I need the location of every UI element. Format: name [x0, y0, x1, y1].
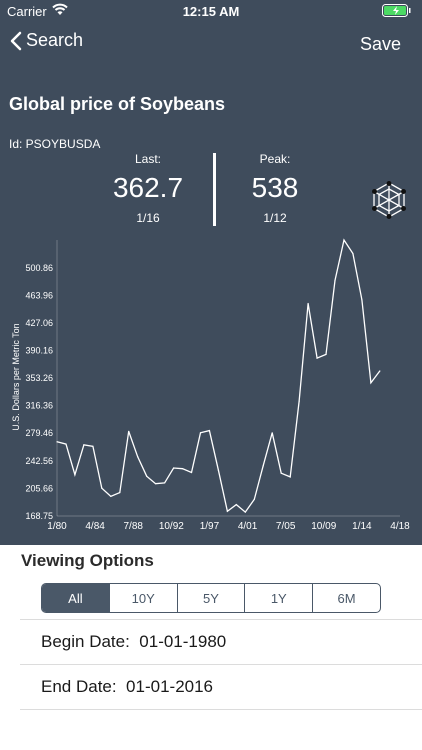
chart-data-point — [56, 441, 58, 443]
chart-data-point — [83, 444, 85, 446]
chart-data-point — [307, 302, 309, 305]
page-title: Global price of Soybeans — [9, 94, 226, 114]
chart-x-tick-label: 4/18 — [390, 521, 410, 532]
chart-x-ticks: 1/80 4/84 7/88 10/92 1/97 4/01 7/05 10/09 1/14 4/… — [47, 521, 410, 532]
chart-x-tick-label: 1/80 — [47, 521, 67, 532]
chart-y-tick-label: 463.96 — [25, 290, 53, 300]
price-chart[interactable]: U.S. Dollars per Metric Ton 168.75 205.66… — [0, 232, 422, 545]
begin-date-text: Begin Date: 01-01-1980 — [41, 632, 227, 651]
chart-data-point — [190, 471, 193, 474]
chart-data-point — [334, 279, 336, 281]
clock: 12:15 AM — [182, 4, 240, 19]
range-1y-button[interactable]: 1Y — [244, 584, 312, 612]
chart-data-point — [110, 495, 112, 497]
chart-data-point — [217, 469, 220, 471]
peak-date: 1/12 — [263, 211, 287, 225]
chart-data-point — [137, 456, 139, 458]
cube-logo-icon[interactable] — [370, 181, 408, 219]
end-date-row[interactable]: End Date: 01-01-2016 — [20, 664, 422, 710]
peak-label: Peak: — [259, 152, 291, 166]
chart-data-point — [253, 498, 255, 500]
chart-y-tick-label: 205.66 — [25, 483, 53, 493]
chart-y-tick-label: 316.36 — [25, 401, 53, 411]
chart-x-tick-label: 7/88 — [123, 521, 143, 532]
chart-x-tick-label: 4/84 — [85, 521, 105, 532]
chart-y-tick-label: 390.16 — [25, 346, 53, 356]
carrier-label: Carrier — [7, 4, 47, 19]
chart-data-point — [92, 445, 94, 447]
chart-y-axis-label: U.S. Dollars per Metric Ton — [11, 323, 21, 430]
chart-data-point — [65, 443, 67, 445]
range-selector: All 10Y 5Y 1Y 6M — [41, 583, 381, 613]
chart-x-tick-label: 7/05 — [276, 521, 296, 532]
chart-series — [56, 238, 381, 514]
chart-x-tick-label: 10/92 — [159, 521, 184, 532]
range-6m-button[interactable]: 6M — [312, 584, 380, 612]
chart-data-point — [172, 467, 175, 469]
chart-data-point — [325, 353, 327, 355]
chart-y-ticks: 168.75 205.66 242.56 279.46 316.36 353.26 390.… — [25, 263, 53, 521]
end-date-text: End Date: 01-01-2016 — [41, 677, 214, 696]
chart-y-tick-label: 168.75 — [25, 511, 53, 521]
battery-icon — [382, 4, 411, 17]
last-value: 362.7 — [112, 172, 184, 203]
range-5y-button[interactable]: 5Y — [176, 584, 245, 612]
chart-data-point — [74, 474, 76, 476]
chart-data-point — [361, 299, 363, 301]
chart-data-point — [262, 465, 264, 467]
chevron-left-icon — [10, 31, 22, 50]
back-button[interactable]: Search — [10, 30, 83, 51]
last-stat: Last: 362.7 1/16 — [88, 152, 208, 225]
last-date: 1/16 — [136, 211, 160, 225]
chart-data-point — [146, 475, 148, 477]
range-all-button[interactable]: All — [42, 584, 109, 612]
stat-divider — [213, 153, 216, 226]
chart-y-tick-label: 427.06 — [25, 318, 53, 328]
chart-x-tick-label: 1/97 — [200, 521, 220, 532]
chart-y-tick-label: 242.56 — [25, 456, 53, 466]
chart-data-point — [289, 476, 291, 478]
chart-data-point — [280, 472, 282, 474]
chart-data-point — [119, 492, 121, 494]
viewing-options-title: Viewing Options — [21, 551, 154, 570]
chart-data-point — [370, 382, 372, 384]
last-label: Last: — [134, 152, 161, 166]
chart-data-point — [208, 430, 211, 432]
peak-value: 538 — [251, 172, 299, 203]
chart-data-point — [352, 252, 354, 255]
chart-data-point — [199, 432, 202, 434]
chart-y-tick-label: 353.26 — [25, 373, 53, 383]
chart-data-point — [155, 483, 157, 485]
header-panel: Carrier 12:15 AM Search Save Global pric… — [0, 0, 422, 545]
status-bar: Carrier 12:15 AM — [0, 0, 422, 22]
wifi-icon — [52, 3, 68, 15]
back-label: Search — [26, 30, 84, 50]
begin-date-row[interactable]: Begin Date: 01-01-1980 — [20, 619, 422, 664]
chart-data-point — [101, 487, 103, 489]
chart-data-point — [226, 510, 228, 512]
chart-data-point — [379, 370, 381, 372]
chart-data-point — [271, 432, 273, 434]
chart-data-point — [343, 239, 345, 241]
chart-data-point — [244, 511, 246, 513]
chart-data-point — [298, 400, 300, 403]
range-10y-button[interactable]: 10Y — [108, 584, 177, 612]
chart-x-tick-label: 1/14 — [352, 521, 372, 532]
chart-data-point — [316, 357, 318, 359]
chart-data-point — [181, 468, 184, 470]
nav-bar: Search Save — [0, 22, 422, 66]
peak-stat: Peak: 538 1/12 — [215, 152, 335, 225]
chart-data-point — [128, 430, 130, 432]
series-id: Id: PSOYBUSDA — [9, 137, 101, 151]
chart-y-tick-label: 500.86 — [25, 263, 53, 273]
chart-y-tick-label: 279.46 — [25, 428, 53, 438]
chart-x-tick-label: 10/09 — [311, 521, 336, 532]
chart-data-point — [235, 504, 237, 506]
chart-series-line — [56, 238, 381, 514]
chart-data-point — [164, 482, 166, 484]
chart-x-tick-label: 4/01 — [238, 521, 258, 532]
save-button[interactable]: Save — [359, 34, 401, 54]
